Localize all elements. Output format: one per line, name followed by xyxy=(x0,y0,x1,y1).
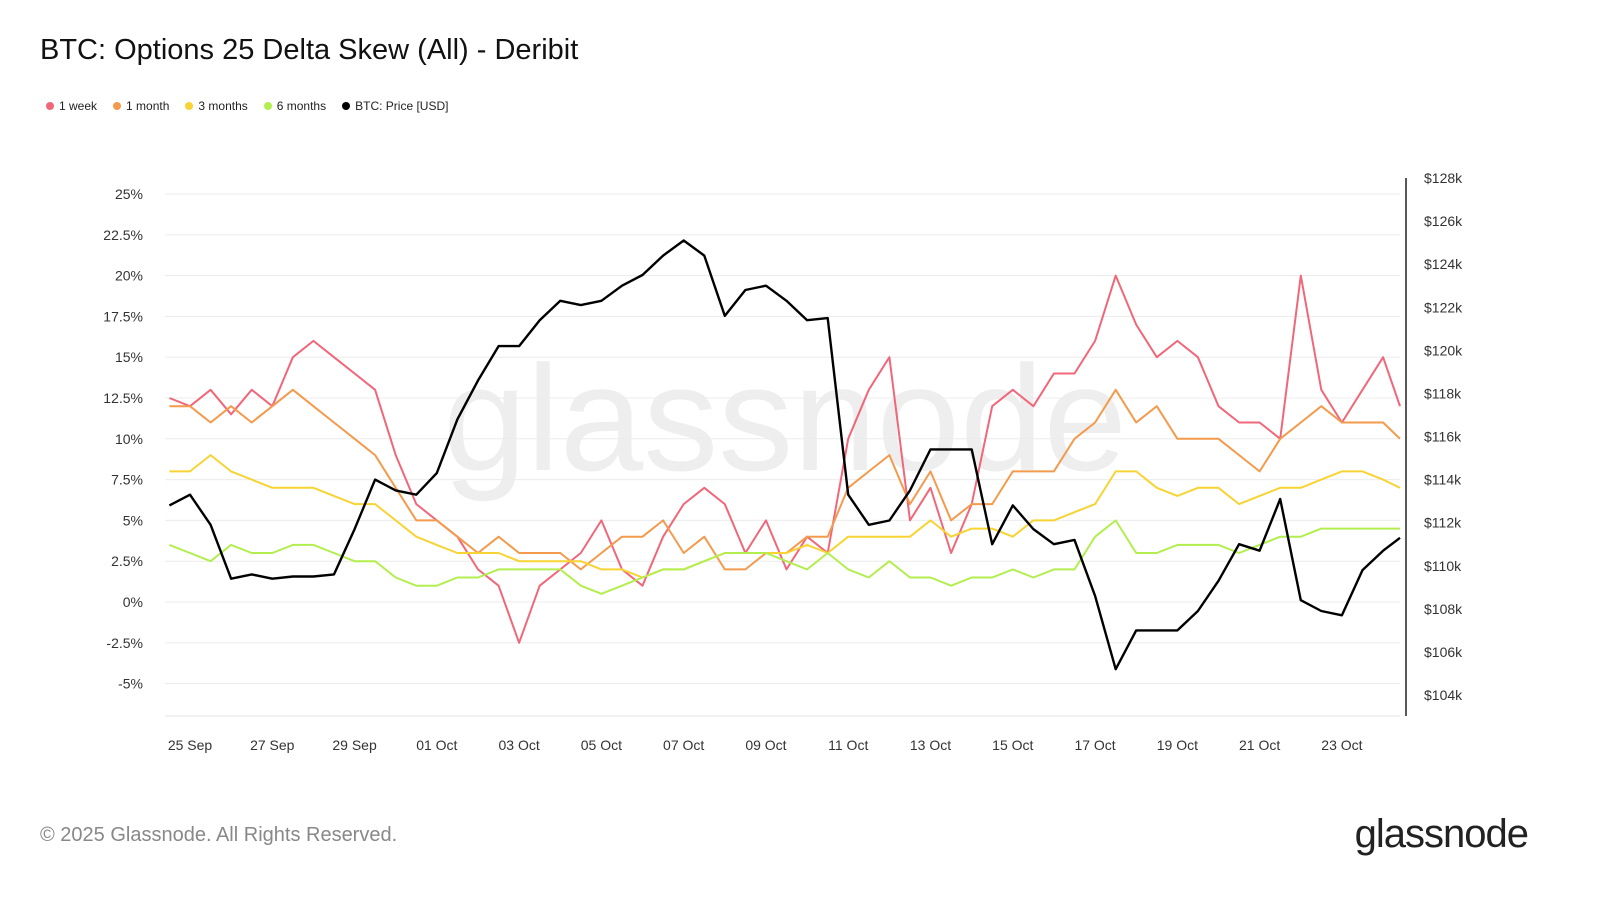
y-right-tick-label: $122k xyxy=(1424,299,1463,315)
legend-label: BTC: Price [USD] xyxy=(355,99,449,113)
y-left-tick-label: 5% xyxy=(123,512,143,528)
legend-item-3-months[interactable]: 3 months xyxy=(185,99,248,113)
y-right-tick-label: $128k xyxy=(1424,170,1463,186)
legend-label: 6 months xyxy=(276,99,327,113)
y-right-tick-label: $106k xyxy=(1424,644,1463,660)
y-left-tick-label: 0% xyxy=(123,594,143,610)
series-line-3-months xyxy=(169,454,1401,579)
x-tick-label: 13 Oct xyxy=(910,737,951,753)
x-tick-label: 07 Oct xyxy=(663,737,704,753)
copyright: © 2025 Glassnode. All Rights Reserved. xyxy=(40,824,398,846)
y-left-tick-label: 2.5% xyxy=(111,553,143,569)
y-right-tick-label: $116k xyxy=(1424,429,1462,445)
chart-title: BTC: Options 25 Delta Skew (All) - Derib… xyxy=(40,34,579,66)
series-line-1-week xyxy=(169,274,1401,644)
legend-label: 3 months xyxy=(198,99,248,113)
y-left-tick-label: 22.5% xyxy=(103,227,143,243)
x-tick-label: 11 Oct xyxy=(828,737,868,753)
y-right-tick-label: $104k xyxy=(1424,687,1463,703)
y-right-tick-label: $112k xyxy=(1424,515,1462,531)
legend: 1 week 1 month 3 months 6 months BTC: Pr… xyxy=(46,99,448,113)
y-left-tick-label: 12.5% xyxy=(103,390,143,406)
y-right-tick-label: $114k xyxy=(1424,472,1462,488)
x-tick-label: 29 Sep xyxy=(332,737,377,753)
x-tick-label: 01 Oct xyxy=(416,737,457,753)
legend-dot xyxy=(113,102,122,110)
y-right-tick-label: $120k xyxy=(1424,342,1463,358)
y-left-tick-label: 7.5% xyxy=(111,472,143,488)
series-line-btc-price-usd- xyxy=(168,239,1401,671)
x-tick-label: 03 Oct xyxy=(498,737,539,753)
y-right-tick-label: $108k xyxy=(1424,601,1463,617)
legend-dot xyxy=(342,102,351,110)
x-tick-label: 23 Oct xyxy=(1321,737,1362,753)
legend-label: 1 month xyxy=(126,99,170,113)
y-right-tick-label: $118k xyxy=(1424,385,1462,401)
x-tick-label: 15 Oct xyxy=(992,737,1033,753)
y-left-tick-label: 25% xyxy=(115,186,143,202)
y-left-tick-label: 15% xyxy=(115,349,143,365)
x-tick-label: 25 Sep xyxy=(168,737,213,753)
y-right-tick-label: $126k xyxy=(1424,213,1463,229)
legend-label: 1 week xyxy=(59,99,98,113)
legend-item-1-month[interactable]: 1 month xyxy=(113,99,169,113)
legend-item-6-months[interactable]: 6 months xyxy=(263,99,327,113)
legend-dot xyxy=(263,102,272,110)
y-right-tick-label: $124k xyxy=(1424,256,1463,272)
x-tick-label: 09 Oct xyxy=(745,737,786,753)
series-line-6-months xyxy=(169,519,1400,595)
glassnode-logo: glassnode xyxy=(1354,812,1529,856)
x-tick-label: 17 Oct xyxy=(1074,737,1115,753)
y-right-tick-label: $110k xyxy=(1424,558,1462,574)
x-tick-label: 19 Oct xyxy=(1157,737,1198,753)
y-left-tick-label: 17.5% xyxy=(103,308,143,324)
x-tick-label: 05 Oct xyxy=(581,737,622,753)
legend-item-1-week[interactable]: 1 week xyxy=(46,99,97,113)
y-left-tick-label: 20% xyxy=(115,268,143,284)
x-tick-label: 27 Sep xyxy=(250,737,295,753)
legend-dot xyxy=(46,102,54,110)
y-left-tick-label: -5% xyxy=(118,676,143,692)
legend-dot xyxy=(185,102,194,110)
legend-item-btc-price[interactable]: BTC: Price [USD] xyxy=(342,99,448,113)
watermark: glassnode xyxy=(443,334,1127,502)
x-tick-label: 21 Oct xyxy=(1239,737,1280,753)
y-left-tick-label: 10% xyxy=(115,431,143,447)
y-left-tick-label: -2.5% xyxy=(106,635,143,651)
